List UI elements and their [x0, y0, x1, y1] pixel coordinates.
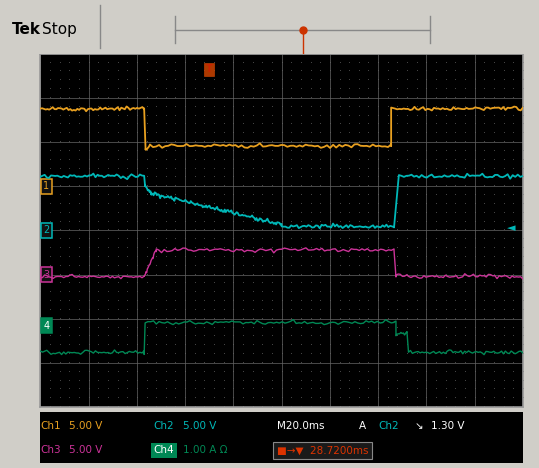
Text: 1: 1: [43, 181, 49, 191]
Text: Ch1: Ch1: [40, 421, 61, 431]
Text: 1.30 V: 1.30 V: [431, 421, 465, 431]
Text: Ch2: Ch2: [378, 421, 399, 431]
Text: ▼: ▼: [278, 43, 285, 53]
Text: Stop: Stop: [42, 22, 77, 37]
Text: Ch2: Ch2: [154, 421, 175, 431]
Text: Tek: Tek: [12, 22, 41, 37]
Text: ◄: ◄: [507, 223, 516, 233]
Text: T: T: [206, 65, 213, 74]
Text: 5.00 V: 5.00 V: [183, 421, 216, 431]
Text: 2: 2: [43, 226, 50, 235]
Text: Ch3: Ch3: [40, 446, 61, 455]
Text: 3: 3: [43, 270, 49, 280]
Text: 5.00 V: 5.00 V: [70, 446, 103, 455]
Text: 1.00 A Ω: 1.00 A Ω: [183, 446, 227, 455]
Text: Ch4: Ch4: [154, 446, 175, 455]
Text: 4: 4: [43, 321, 49, 331]
Text: ■→▼  28.7200ms: ■→▼ 28.7200ms: [277, 446, 368, 455]
Text: 5.00 V: 5.00 V: [70, 421, 103, 431]
Text: ↘: ↘: [414, 421, 423, 431]
Text: M20.0ms: M20.0ms: [277, 421, 324, 431]
Text: A: A: [359, 421, 366, 431]
